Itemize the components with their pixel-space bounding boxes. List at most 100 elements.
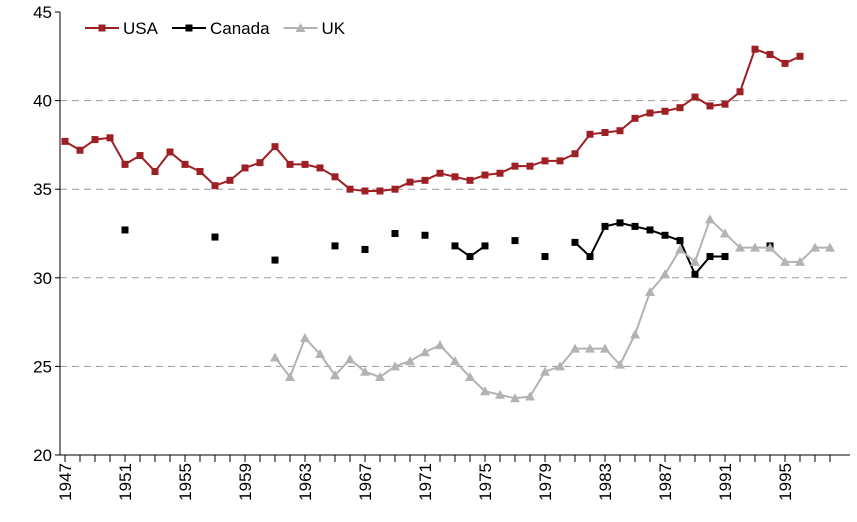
x-tick-label: 1983 [596,463,615,501]
x-tick-label: 1995 [776,463,795,501]
legend-marker [185,24,193,32]
marker [331,242,339,250]
x-tick-label: 1947 [56,463,75,501]
marker [570,343,580,353]
marker [330,370,340,380]
marker [706,102,714,110]
marker [660,269,670,279]
marker [721,100,729,108]
marker [630,329,640,339]
marker [331,173,339,181]
marker [241,164,249,172]
marker [286,160,294,168]
marker [690,256,700,266]
marker [735,242,745,252]
marker [676,104,684,112]
marker [465,372,475,382]
y-tick-label: 30 [33,269,52,288]
marker [285,372,295,382]
marker [136,152,144,160]
marker [300,333,310,343]
marker [256,159,264,167]
marker [556,157,564,165]
marker [121,160,129,168]
marker [646,109,654,117]
series-line [64,47,801,192]
marker [91,136,99,144]
marker [346,185,354,193]
y-tick-label: 25 [33,357,52,376]
marker [480,386,490,396]
marker [406,178,414,186]
x-tick-label: 1951 [116,463,135,501]
marker [511,237,519,245]
marker [780,256,790,266]
marker [645,286,655,296]
marker [751,45,759,53]
marker [600,343,610,353]
marker [151,167,159,175]
marker [196,167,204,175]
marker [226,176,234,184]
x-tick-label: 1991 [716,463,735,501]
marker [316,164,324,172]
legend-marker [98,24,106,32]
marker [631,114,639,122]
series-line [274,217,830,400]
marker [795,256,805,266]
marker [646,226,654,234]
marker [375,372,385,382]
marker [601,128,609,136]
marker [736,88,744,96]
marker [540,366,550,376]
x-tick-label: 1963 [296,463,315,501]
marker [361,245,369,253]
marker [511,162,519,170]
marker [421,231,429,239]
marker [555,361,565,371]
x-tick-label: 1955 [176,463,195,501]
marker [211,182,219,190]
marker [391,230,399,237]
marker [586,253,594,261]
marker [525,391,535,401]
x-tick-label: 1967 [356,463,375,501]
marker [390,361,400,371]
marker [750,242,760,252]
marker [166,148,174,156]
marker [345,354,355,364]
marker [360,366,370,376]
marker [526,162,534,170]
marker [391,185,399,193]
x-tick-label: 1959 [236,463,255,501]
y-tick-label: 40 [33,92,52,111]
marker [571,238,579,246]
x-tick-label: 1987 [656,463,675,501]
marker [451,242,459,250]
marker [585,343,595,353]
marker [706,253,714,261]
y-tick-label: 35 [33,180,52,199]
legend-label: UK [322,19,346,38]
legend-marker [295,23,306,32]
marker [616,219,624,227]
marker [676,237,684,245]
marker [436,169,444,177]
marker [766,51,774,59]
marker [675,244,685,254]
legend-label: Canada [210,19,270,38]
marker [181,160,189,168]
marker [661,231,669,239]
marker [571,150,579,158]
marker [781,59,789,67]
marker [106,134,114,142]
marker [720,228,730,238]
x-tick-label: 1979 [536,463,555,501]
marker [315,348,325,358]
marker [466,176,474,184]
marker [421,176,429,184]
marker [450,356,460,366]
marker [810,242,820,252]
marker [211,233,219,241]
